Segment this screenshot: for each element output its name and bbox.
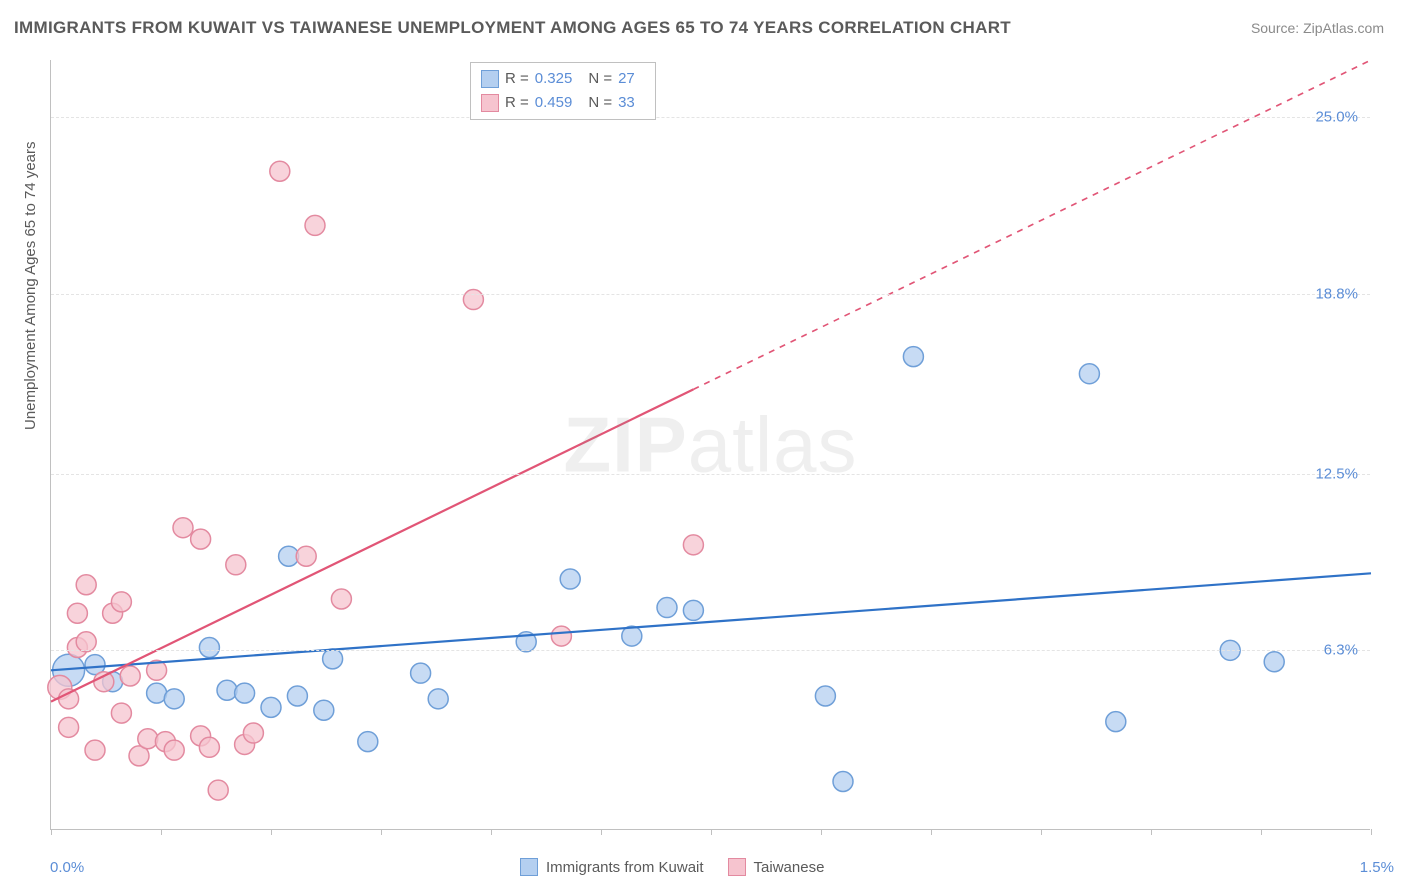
swatch-taiwanese	[728, 858, 746, 876]
x-tick	[1371, 829, 1372, 835]
data-point-taiwanese	[59, 717, 79, 737]
data-point-kuwait	[833, 772, 853, 792]
data-point-taiwanese	[85, 740, 105, 760]
r-label: R =	[505, 91, 529, 115]
source-attribution: Source: ZipAtlas.com	[1251, 20, 1384, 36]
data-point-kuwait	[1264, 652, 1284, 672]
swatch-taiwanese	[481, 94, 499, 112]
x-tick	[821, 829, 822, 835]
trend-line-kuwait	[51, 573, 1371, 670]
x-tick	[931, 829, 932, 835]
data-point-taiwanese	[173, 518, 193, 538]
data-point-taiwanese	[463, 290, 483, 310]
data-point-kuwait	[217, 680, 237, 700]
data-point-kuwait	[428, 689, 448, 709]
chart-svg	[51, 60, 1370, 829]
y-tick-label: 25.0%	[1315, 109, 1358, 126]
gridline	[51, 474, 1370, 475]
data-point-kuwait	[657, 598, 677, 618]
x-tick	[491, 829, 492, 835]
legend-label-kuwait: Immigrants from Kuwait	[546, 859, 704, 876]
data-point-taiwanese	[164, 740, 184, 760]
stats-row-kuwait: R = 0.325 N = 27	[481, 67, 645, 91]
data-point-taiwanese	[76, 632, 96, 652]
data-point-kuwait	[411, 663, 431, 683]
data-point-kuwait	[1079, 364, 1099, 384]
n-label: N =	[588, 67, 612, 91]
data-point-taiwanese	[683, 535, 703, 555]
data-point-taiwanese	[191, 529, 211, 549]
data-point-kuwait	[1106, 712, 1126, 732]
n-value-kuwait: 27	[618, 67, 635, 91]
swatch-kuwait	[481, 70, 499, 88]
plot-area: ZIPatlas 6.3%12.5%18.8%25.0%	[50, 60, 1370, 830]
correlation-stats-legend: R = 0.325 N = 27 R = 0.459 N = 33	[470, 62, 656, 120]
data-point-taiwanese	[226, 555, 246, 575]
x-tick	[51, 829, 52, 835]
r-value-kuwait: 0.325	[535, 67, 573, 91]
data-point-kuwait	[560, 569, 580, 589]
data-point-kuwait	[235, 683, 255, 703]
chart-title: IMMIGRANTS FROM KUWAIT VS TAIWANESE UNEM…	[14, 18, 1011, 38]
data-point-taiwanese	[67, 603, 87, 623]
y-axis-label: Unemployment Among Ages 65 to 74 years	[22, 141, 39, 430]
y-tick-label: 6.3%	[1324, 642, 1358, 659]
data-point-taiwanese	[243, 723, 263, 743]
r-label: R =	[505, 67, 529, 91]
x-tick	[161, 829, 162, 835]
trend-line-dashed-taiwanese	[693, 60, 1371, 389]
x-axis-max-label: 1.5%	[1360, 859, 1394, 876]
data-point-taiwanese	[208, 780, 228, 800]
data-point-kuwait	[199, 637, 219, 657]
y-tick-label: 12.5%	[1315, 465, 1358, 482]
data-point-taiwanese	[111, 592, 131, 612]
data-point-kuwait	[287, 686, 307, 706]
data-point-taiwanese	[120, 666, 140, 686]
data-point-taiwanese	[59, 689, 79, 709]
legend-label-taiwanese: Taiwanese	[754, 859, 825, 876]
x-tick	[1261, 829, 1262, 835]
series-legend: Immigrants from Kuwait Taiwanese	[520, 858, 824, 876]
data-point-kuwait	[261, 697, 281, 717]
data-point-taiwanese	[111, 703, 131, 723]
data-point-kuwait	[683, 600, 703, 620]
x-axis-min-label: 0.0%	[50, 859, 84, 876]
data-point-kuwait	[815, 686, 835, 706]
n-label: N =	[588, 91, 612, 115]
x-tick	[1151, 829, 1152, 835]
data-point-kuwait	[358, 732, 378, 752]
x-tick	[601, 829, 602, 835]
data-point-taiwanese	[138, 729, 158, 749]
data-point-taiwanese	[199, 737, 219, 757]
legend-item-kuwait: Immigrants from Kuwait	[520, 858, 704, 876]
data-point-kuwait	[323, 649, 343, 669]
data-point-taiwanese	[305, 215, 325, 235]
data-point-taiwanese	[331, 589, 351, 609]
n-value-taiwanese: 33	[618, 91, 635, 115]
x-tick	[1041, 829, 1042, 835]
gridline	[51, 117, 1370, 118]
stats-row-taiwanese: R = 0.459 N = 33	[481, 91, 645, 115]
data-point-taiwanese	[94, 672, 114, 692]
x-tick	[271, 829, 272, 835]
data-point-kuwait	[903, 347, 923, 367]
data-point-taiwanese	[76, 575, 96, 595]
x-tick	[711, 829, 712, 835]
r-value-taiwanese: 0.459	[535, 91, 573, 115]
data-point-kuwait	[314, 700, 334, 720]
trend-line-taiwanese	[51, 389, 693, 701]
x-tick	[381, 829, 382, 835]
data-point-taiwanese	[296, 546, 316, 566]
gridline	[51, 294, 1370, 295]
y-tick-label: 18.8%	[1315, 285, 1358, 302]
data-point-taiwanese	[551, 626, 571, 646]
gridline	[51, 650, 1370, 651]
data-point-taiwanese	[270, 161, 290, 181]
data-point-kuwait	[164, 689, 184, 709]
legend-item-taiwanese: Taiwanese	[728, 858, 825, 876]
swatch-kuwait	[520, 858, 538, 876]
